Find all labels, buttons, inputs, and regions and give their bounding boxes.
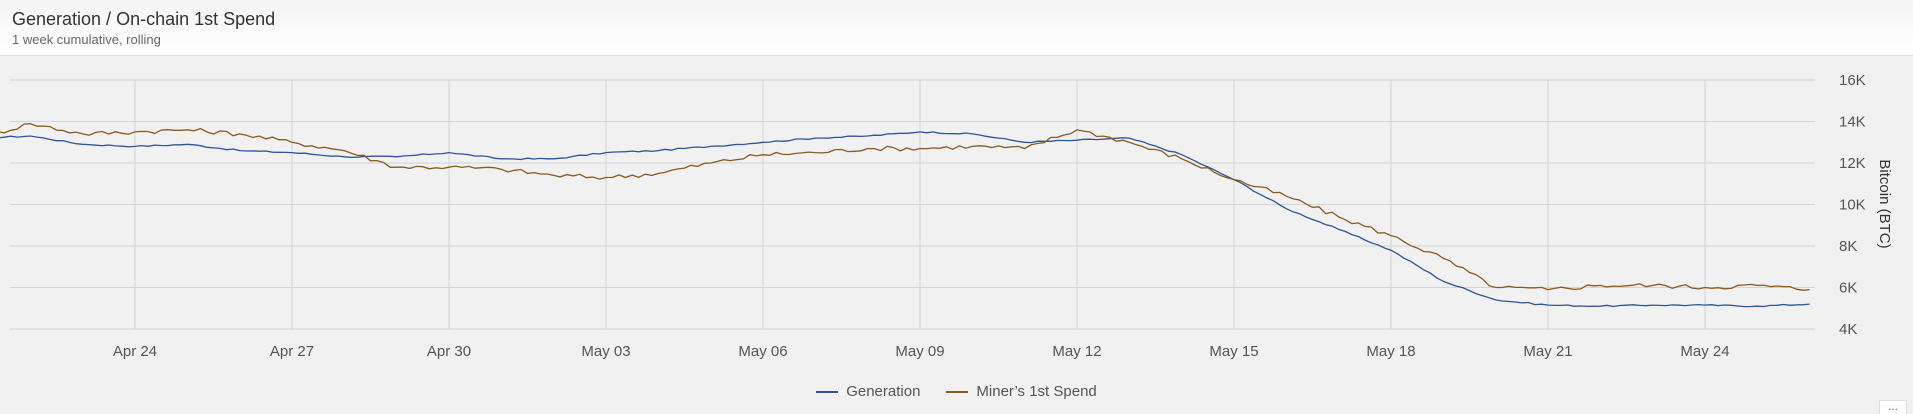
- x-tick-label: Apr 24: [113, 343, 157, 360]
- y-tick-label: 12K: [1839, 155, 1866, 172]
- legend-item-miners-1st-spend[interactable]: Miner’s 1st Spend: [946, 383, 1097, 400]
- x-tick-label: May 12: [1052, 343, 1101, 360]
- label-layer: 4K 6K 8K 10K 12K 14K 16K Apr 24 Apr 27 Apr 30 May …: [113, 72, 1866, 360]
- y-tick-label: 14K: [1839, 114, 1866, 131]
- legend: Generation Miner’s 1st Spend: [0, 383, 1913, 400]
- y-tick-label: 8K: [1839, 238, 1857, 255]
- line-chart: 4K 6K 8K 10K 12K 14K 16K Apr 24 Apr 27 Apr 30 May …: [0, 72, 1893, 360]
- legend-label-generation: Generation: [846, 383, 921, 400]
- legend-swatch-miners-1st-spend: [946, 390, 969, 393]
- x-tick-label: May 09: [895, 343, 944, 360]
- chart-title: Generation / On-chain 1st Spend: [12, 9, 276, 29]
- series-layer: [0, 122, 1810, 308]
- legend-label-miners-1st-spend: Miner’s 1st Spend: [976, 383, 1097, 400]
- y-tick-label: 10K: [1839, 197, 1866, 214]
- more-options-button[interactable]: ...: [1879, 400, 1907, 414]
- series-line-miner-s-1st-spend: [0, 122, 1810, 291]
- legend-swatch-generation: [816, 390, 839, 393]
- legend-item-generation[interactable]: Generation: [816, 383, 920, 400]
- x-tick-label: May 15: [1209, 343, 1258, 360]
- y-axis-title: Bitcoin (BTC): [1876, 159, 1893, 248]
- x-tick-label: May 03: [581, 343, 630, 360]
- chart-subtitle: 1 week cumulative, rolling: [12, 32, 161, 47]
- y-tick-label: 4K: [1839, 321, 1857, 338]
- grid-layer: [10, 79, 1815, 330]
- x-tick-label: May 24: [1680, 343, 1729, 360]
- series-line-generation: [0, 131, 1810, 308]
- x-tick-label: May 21: [1523, 343, 1572, 360]
- x-tick-label: May 06: [738, 343, 787, 360]
- y-tick-label: 6K: [1839, 280, 1857, 297]
- x-tick-label: Apr 27: [270, 343, 314, 360]
- x-tick-label: Apr 30: [427, 343, 471, 360]
- y-tick-label: 16K: [1839, 72, 1866, 89]
- chart-header: Generation / On-chain 1st Spend 1 week c…: [0, 0, 1913, 56]
- x-tick-label: May 18: [1366, 343, 1415, 360]
